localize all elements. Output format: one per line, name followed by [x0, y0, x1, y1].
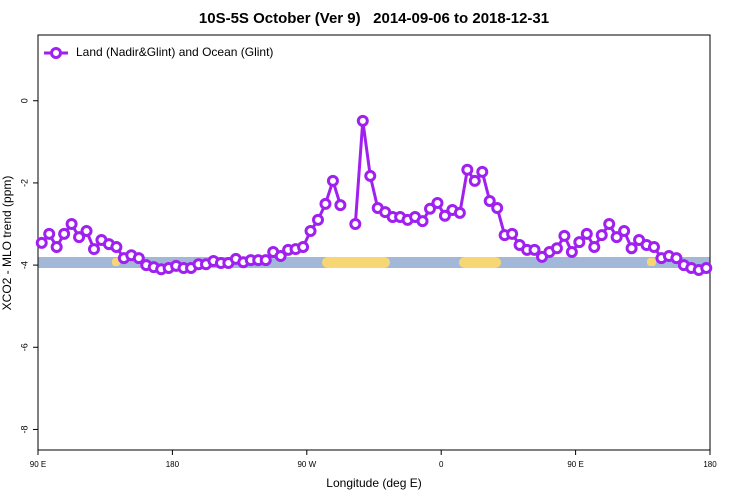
x-tick-label: 90 E [567, 460, 583, 469]
land-band [112, 258, 120, 266]
data-point [356, 114, 369, 127]
x-axis-label: Longitude (deg E) [326, 476, 421, 490]
data-point [618, 224, 631, 237]
data-point [558, 229, 571, 242]
data-point [670, 252, 683, 265]
y-tick-label: -2 [19, 179, 29, 187]
data-point [88, 243, 100, 256]
data-point [700, 261, 713, 274]
data-point [326, 174, 339, 187]
data-point [506, 227, 519, 240]
data-point [424, 202, 436, 215]
data-point [65, 218, 78, 231]
data-point [349, 218, 362, 231]
data-point [43, 227, 56, 240]
land-band [322, 257, 390, 268]
map-strip [38, 257, 710, 268]
chart-title: 10S-5S October (Ver 9) 2014-09-06 to 201… [199, 10, 549, 27]
data-point [595, 229, 608, 242]
data-point [573, 236, 586, 249]
data-point [610, 231, 623, 244]
data-point [132, 252, 145, 265]
legend-label: Land (Nadir&Glint) and Ocean (Glint) [76, 45, 273, 59]
data-point [476, 165, 489, 178]
data-point [431, 197, 444, 210]
data-point [461, 163, 474, 176]
x-tick-label: 0 [439, 460, 444, 469]
x-tick-label: 180 [166, 460, 180, 469]
data-point [550, 242, 563, 255]
data-point [35, 236, 48, 249]
y-tick-label: -8 [19, 425, 29, 433]
data-point [110, 241, 123, 254]
data-point [80, 224, 93, 237]
data-point [58, 227, 71, 240]
data-point [565, 245, 578, 258]
data-point [274, 250, 287, 263]
data-point [491, 201, 504, 214]
data-point [648, 241, 660, 254]
data-point [312, 213, 324, 226]
x-tick-label: 90 E [30, 460, 46, 469]
data-point [416, 215, 429, 228]
y-tick-label: -6 [19, 343, 29, 351]
data-point [319, 197, 332, 210]
data-point [453, 206, 466, 219]
y-tick-label: -4 [19, 261, 29, 269]
data-point [528, 243, 541, 256]
y-axis-label: XCO2 - MLO trend (ppm) [0, 176, 14, 311]
data-point [50, 241, 63, 254]
data-point [297, 241, 310, 254]
data-point [625, 242, 638, 255]
data-point [364, 169, 377, 182]
data-point [259, 254, 272, 267]
y-tick-label: 0 [19, 98, 29, 103]
data-point [580, 227, 593, 240]
data-point [438, 209, 451, 222]
land-band [647, 258, 656, 266]
data-point [468, 174, 481, 187]
data-point [483, 195, 496, 207]
land-band [459, 257, 501, 268]
data-point [334, 199, 347, 212]
data-point [603, 218, 616, 231]
legend-marker [50, 47, 62, 59]
x-tick-label: 180 [703, 460, 717, 469]
data-point [304, 224, 317, 237]
x-tick-label: 90 W [297, 460, 316, 469]
data-point [73, 231, 86, 244]
data-point [588, 241, 601, 254]
